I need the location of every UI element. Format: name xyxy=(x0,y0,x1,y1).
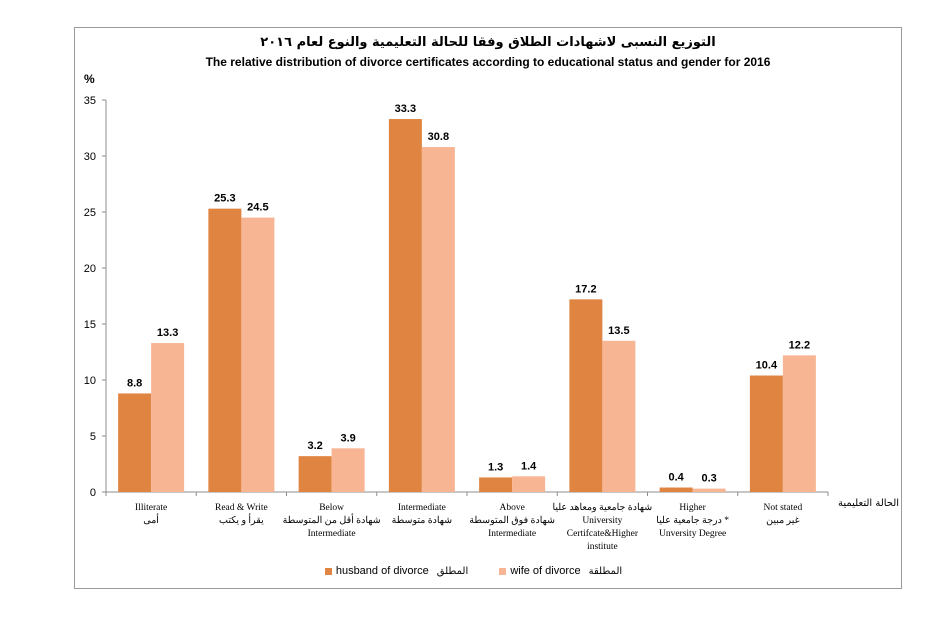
x-tick-label: Unversity Degree xyxy=(659,529,726,539)
chart-frame xyxy=(74,27,902,589)
bar-wife xyxy=(602,340,636,492)
chart-title: التوزيع النسبى لاشهادات الطلاق وفقا للحا… xyxy=(260,35,716,50)
bar-husband xyxy=(388,119,422,492)
x-tick-label: Illiterate xyxy=(135,503,167,513)
data-label: 30.8 xyxy=(428,131,449,143)
x-tick-label: Below xyxy=(319,503,344,513)
data-label: 25.3 xyxy=(214,193,235,205)
legend-swatch-wife xyxy=(499,567,507,575)
x-tick-label: Intermediate xyxy=(398,503,446,513)
x-tick-label: شهادة جامعية ومعاهد عليا xyxy=(553,502,653,513)
y-tick-label: 25 xyxy=(84,207,96,219)
x-tick-label: Above xyxy=(499,503,524,513)
bar-wife xyxy=(421,147,455,493)
data-label: 17.2 xyxy=(575,283,596,295)
x-tick-label: Certifcate&Higher xyxy=(567,528,639,539)
x-tick-label: Not stated xyxy=(763,503,802,513)
y-tick-label: 30 xyxy=(84,151,96,163)
bar-wife xyxy=(782,355,816,492)
bar-wife xyxy=(692,488,726,492)
bar-wife xyxy=(241,217,275,492)
x-tick-label: درجة جامعية عليا * xyxy=(656,515,729,526)
data-label: 0.3 xyxy=(701,473,716,485)
x-tick-label: شهادة فوق المتوسطة xyxy=(469,515,555,526)
x-tick-label: University xyxy=(582,516,622,526)
y-tick-label: 10 xyxy=(84,375,96,387)
x-tick-label: Read & Write xyxy=(215,503,268,513)
x-tick-label: يقرأ و يكتب xyxy=(219,513,264,526)
y-tick-label: 5 xyxy=(90,431,96,443)
bar-husband xyxy=(208,208,242,492)
bar-husband xyxy=(298,456,332,492)
data-label: 10.4 xyxy=(756,360,778,372)
data-label: 3.9 xyxy=(340,432,355,444)
x-tick-label: Higher xyxy=(679,503,706,513)
bar-wife xyxy=(331,448,365,492)
data-label: 13.5 xyxy=(608,325,629,337)
legend-label-wife-ar: المطلقة xyxy=(588,565,623,577)
legend-swatch-husband xyxy=(324,567,332,575)
data-label: 1.4 xyxy=(521,460,537,472)
data-label: 12.2 xyxy=(789,339,810,351)
bar-wife xyxy=(151,343,185,492)
bar-husband xyxy=(749,375,783,492)
data-label: 24.5 xyxy=(247,202,268,214)
legend-item-husband: husband of divorce المطلق xyxy=(324,565,469,577)
data-label: 0.4 xyxy=(668,472,684,484)
legend: husband of divorce المطلق wife of divorc… xyxy=(0,565,947,578)
legend-label-husband: husband of divorce xyxy=(335,565,429,577)
chart-subtitle: The relative distribution of divorce cer… xyxy=(205,55,771,69)
bar-wife xyxy=(512,476,546,492)
legend-item-wife: wife of divorce المطلقة xyxy=(499,565,622,577)
bar-husband xyxy=(118,393,152,492)
bar-husband xyxy=(569,299,603,492)
legend-label-wife: wife of divorce xyxy=(510,565,581,577)
y-tick-label: 35 xyxy=(84,95,96,107)
data-label: 8.8 xyxy=(127,377,142,389)
data-label: 3.2 xyxy=(307,440,322,452)
bar-husband xyxy=(479,477,513,492)
bar-husband xyxy=(659,487,693,492)
data-label: 1.3 xyxy=(488,461,503,473)
x-tick-label: Intermediate xyxy=(308,529,356,539)
x-axis-label: الحالة التعليمية xyxy=(838,498,900,509)
x-tick-label: Intermediate xyxy=(488,529,536,539)
y-tick-label: 15 xyxy=(84,319,96,331)
x-tick-label: شهادة أقل من المتوسطة xyxy=(283,513,381,526)
y-axis-label: % xyxy=(84,72,95,86)
x-tick-label: غير مبين xyxy=(766,516,800,526)
x-tick-label: institute xyxy=(587,542,618,552)
data-label: 13.3 xyxy=(157,327,178,339)
x-tick-label: شهادة متوسطة xyxy=(392,515,453,526)
legend-label-husband-ar: المطلق xyxy=(436,565,469,577)
x-tick-label: أمى xyxy=(143,513,159,526)
data-label: 33.3 xyxy=(395,103,416,115)
y-tick-label: 0 xyxy=(90,487,96,499)
y-tick-label: 20 xyxy=(84,263,96,275)
